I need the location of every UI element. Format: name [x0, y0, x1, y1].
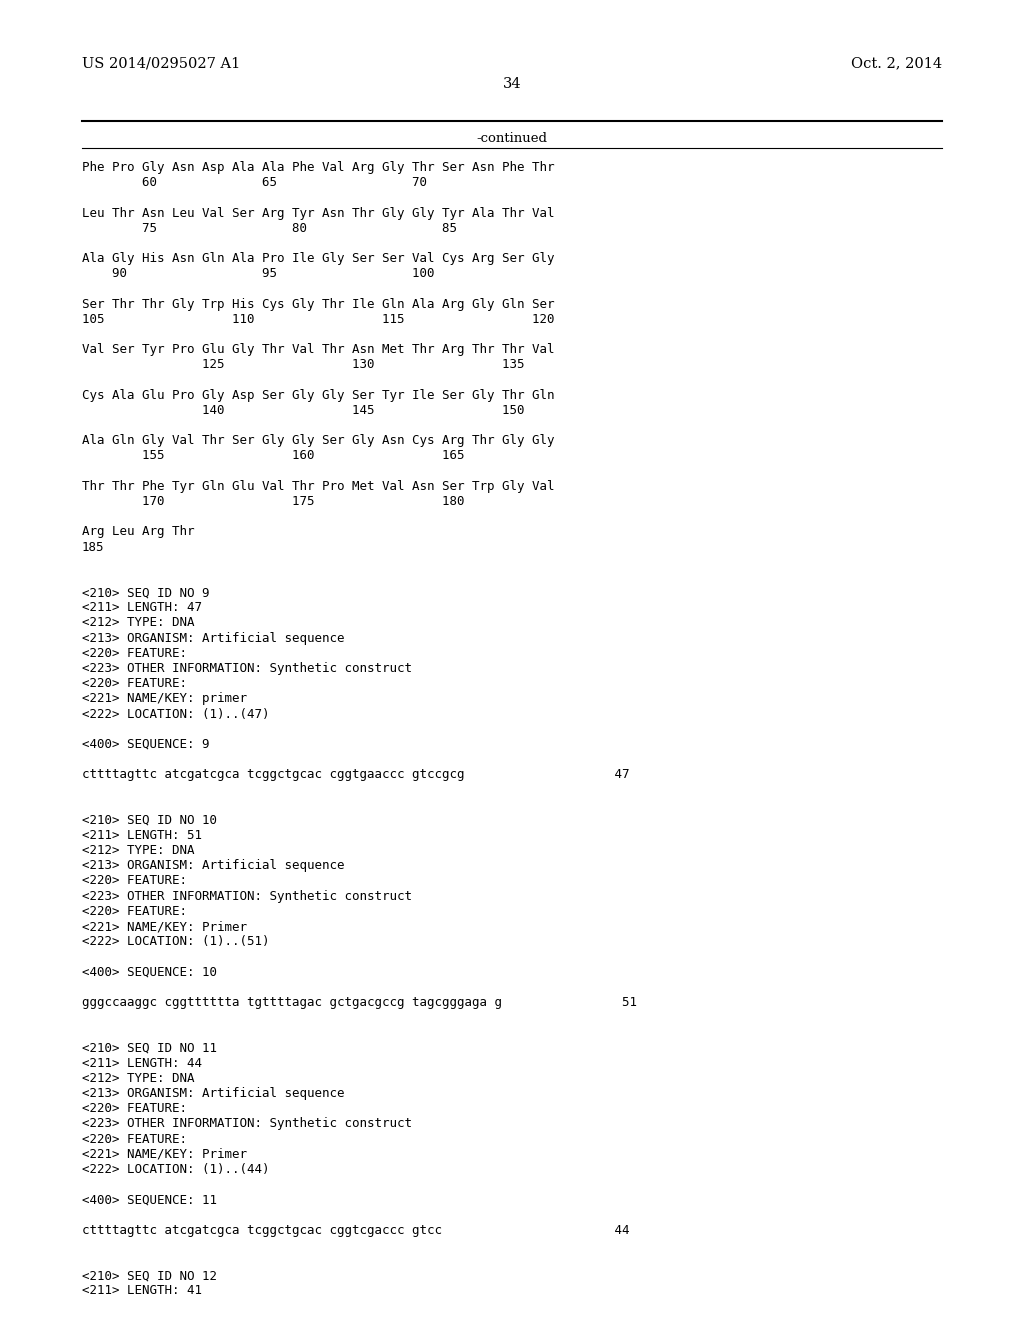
Text: 60              65                  70: 60 65 70 [82, 177, 427, 189]
Text: 75                  80                  85: 75 80 85 [82, 222, 457, 235]
Text: Arg Leu Arg Thr: Arg Leu Arg Thr [82, 525, 195, 539]
Text: <213> ORGANISM: Artificial sequence: <213> ORGANISM: Artificial sequence [82, 1088, 344, 1100]
Text: -continued: -continued [476, 132, 548, 145]
Text: Ser Thr Thr Gly Trp His Cys Gly Thr Ile Gln Ala Arg Gly Gln Ser: Ser Thr Thr Gly Trp His Cys Gly Thr Ile … [82, 298, 554, 310]
Text: <211> LENGTH: 47: <211> LENGTH: 47 [82, 602, 202, 614]
Text: <221> NAME/KEY: primer: <221> NAME/KEY: primer [82, 692, 247, 705]
Text: <220> FEATURE:: <220> FEATURE: [82, 906, 187, 917]
Text: <213> ORGANISM: Artificial sequence: <213> ORGANISM: Artificial sequence [82, 631, 344, 644]
Text: <211> LENGTH: 51: <211> LENGTH: 51 [82, 829, 202, 842]
Text: Val Ser Tyr Pro Glu Gly Thr Val Thr Asn Met Thr Arg Thr Thr Val: Val Ser Tyr Pro Glu Gly Thr Val Thr Asn … [82, 343, 554, 356]
Text: <221> NAME/KEY: Primer: <221> NAME/KEY: Primer [82, 920, 247, 933]
Text: 125                 130                 135: 125 130 135 [82, 358, 524, 371]
Text: <210> SEQ ID NO 12: <210> SEQ ID NO 12 [82, 1270, 217, 1282]
Text: <220> FEATURE:: <220> FEATURE: [82, 1133, 187, 1146]
Text: 170                 175                 180: 170 175 180 [82, 495, 465, 508]
Text: <222> LOCATION: (1)..(47): <222> LOCATION: (1)..(47) [82, 708, 269, 721]
Text: <223> OTHER INFORMATION: Synthetic construct: <223> OTHER INFORMATION: Synthetic const… [82, 663, 412, 675]
Text: <221> NAME/KEY: Primer: <221> NAME/KEY: Primer [82, 1147, 247, 1160]
Text: <211> LENGTH: 44: <211> LENGTH: 44 [82, 1056, 202, 1069]
Text: US 2014/0295027 A1: US 2014/0295027 A1 [82, 57, 241, 71]
Text: <400> SEQUENCE: 9: <400> SEQUENCE: 9 [82, 738, 210, 751]
Text: Thr Thr Phe Tyr Gln Glu Val Thr Pro Met Val Asn Ser Trp Gly Val: Thr Thr Phe Tyr Gln Glu Val Thr Pro Met … [82, 479, 554, 492]
Text: <400> SEQUENCE: 10: <400> SEQUENCE: 10 [82, 966, 217, 978]
Text: <222> LOCATION: (1)..(51): <222> LOCATION: (1)..(51) [82, 935, 269, 948]
Text: <223> OTHER INFORMATION: Synthetic construct: <223> OTHER INFORMATION: Synthetic const… [82, 890, 412, 903]
Text: <223> OTHER INFORMATION: Synthetic construct: <223> OTHER INFORMATION: Synthetic const… [82, 1117, 412, 1130]
Text: <210> SEQ ID NO 9: <210> SEQ ID NO 9 [82, 586, 210, 599]
Text: Phe Pro Gly Asn Asp Ala Ala Phe Val Arg Gly Thr Ser Asn Phe Thr: Phe Pro Gly Asn Asp Ala Ala Phe Val Arg … [82, 161, 554, 174]
Text: 105                 110                 115                 120: 105 110 115 120 [82, 313, 554, 326]
Text: <220> FEATURE:: <220> FEATURE: [82, 677, 187, 690]
Text: <211> LENGTH: 41: <211> LENGTH: 41 [82, 1284, 202, 1298]
Text: Ala Gly His Asn Gln Ala Pro Ile Gly Ser Ser Val Cys Arg Ser Gly: Ala Gly His Asn Gln Ala Pro Ile Gly Ser … [82, 252, 554, 265]
Text: <212> TYPE: DNA: <212> TYPE: DNA [82, 1072, 195, 1085]
Text: <210> SEQ ID NO 10: <210> SEQ ID NO 10 [82, 813, 217, 826]
Text: Oct. 2, 2014: Oct. 2, 2014 [851, 57, 942, 71]
Text: cttttagttc atcgatcgca tcggctgcac cggtgaaccc gtccgcg                    47: cttttagttc atcgatcgca tcggctgcac cggtgaa… [82, 768, 630, 781]
Text: cttttagttc atcgatcgca tcggctgcac cggtcgaccc gtcc                       44: cttttagttc atcgatcgca tcggctgcac cggtcga… [82, 1224, 630, 1237]
Text: <212> TYPE: DNA: <212> TYPE: DNA [82, 845, 195, 857]
Text: Leu Thr Asn Leu Val Ser Arg Tyr Asn Thr Gly Gly Tyr Ala Thr Val: Leu Thr Asn Leu Val Ser Arg Tyr Asn Thr … [82, 206, 554, 219]
Text: 185: 185 [82, 541, 104, 553]
Text: 140                 145                 150: 140 145 150 [82, 404, 524, 417]
Text: 90                  95                  100: 90 95 100 [82, 267, 434, 280]
Text: <212> TYPE: DNA: <212> TYPE: DNA [82, 616, 195, 630]
Text: 155                 160                 165: 155 160 165 [82, 449, 465, 462]
Text: <220> FEATURE:: <220> FEATURE: [82, 1102, 187, 1115]
Text: <220> FEATURE:: <220> FEATURE: [82, 647, 187, 660]
Text: <222> LOCATION: (1)..(44): <222> LOCATION: (1)..(44) [82, 1163, 269, 1176]
Text: <400> SEQUENCE: 11: <400> SEQUENCE: 11 [82, 1193, 217, 1206]
Text: 34: 34 [503, 77, 521, 91]
Text: gggccaaggc cggtttttta tgttttagac gctgacgccg tagcgggaga g                51: gggccaaggc cggtttttta tgttttagac gctgacg… [82, 995, 637, 1008]
Text: <210> SEQ ID NO 11: <210> SEQ ID NO 11 [82, 1041, 217, 1055]
Text: <213> ORGANISM: Artificial sequence: <213> ORGANISM: Artificial sequence [82, 859, 344, 873]
Text: Ala Gln Gly Val Thr Ser Gly Gly Ser Gly Asn Cys Arg Thr Gly Gly: Ala Gln Gly Val Thr Ser Gly Gly Ser Gly … [82, 434, 554, 447]
Text: Cys Ala Glu Pro Gly Asp Ser Gly Gly Ser Tyr Ile Ser Gly Thr Gln: Cys Ala Glu Pro Gly Asp Ser Gly Gly Ser … [82, 388, 554, 401]
Text: <220> FEATURE:: <220> FEATURE: [82, 874, 187, 887]
